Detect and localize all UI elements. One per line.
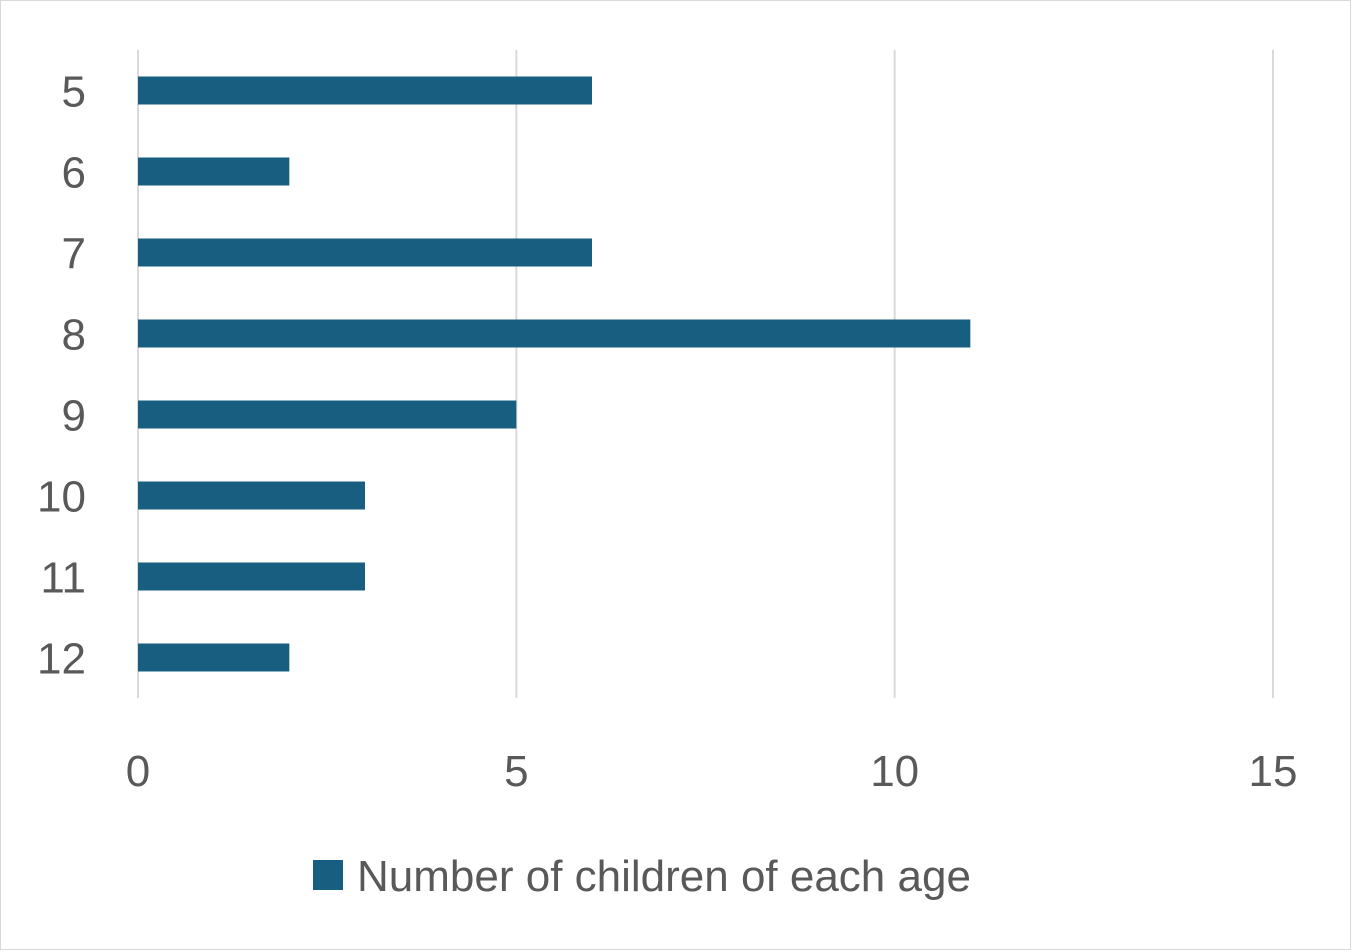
- gridlines: [137, 50, 1274, 698]
- bar: [138, 562, 365, 591]
- legend-label: Number of children of each age: [357, 852, 971, 901]
- y-axis-labels: 5 6 7 8 9 10 11 12: [37, 68, 86, 684]
- x-tick-label: 15: [1249, 747, 1298, 796]
- y-tick-label: 5: [62, 68, 86, 117]
- y-tick-label: 9: [62, 392, 86, 441]
- y-tick-label: 8: [62, 311, 86, 360]
- y-tick-label: 7: [62, 230, 86, 279]
- y-tick-label: 11: [40, 554, 86, 603]
- x-tick-label: 5: [504, 747, 528, 796]
- legend: Number of children of each age: [313, 852, 971, 901]
- y-tick-label: 10: [37, 473, 86, 522]
- bar: [138, 400, 517, 429]
- bar: [138, 319, 971, 348]
- y-tick-label: 12: [37, 635, 86, 684]
- bar: [138, 643, 290, 672]
- x-tick-label: 0: [126, 747, 150, 796]
- y-tick-label: 6: [62, 149, 86, 198]
- bar: [138, 76, 592, 105]
- bars: [138, 76, 971, 672]
- bar: [138, 157, 290, 186]
- x-axis-labels: 0 5 10 15: [126, 747, 1298, 796]
- bar: [138, 481, 365, 510]
- x-tick-label: 10: [870, 747, 919, 796]
- bar: [138, 238, 592, 267]
- legend-swatch: [313, 860, 343, 890]
